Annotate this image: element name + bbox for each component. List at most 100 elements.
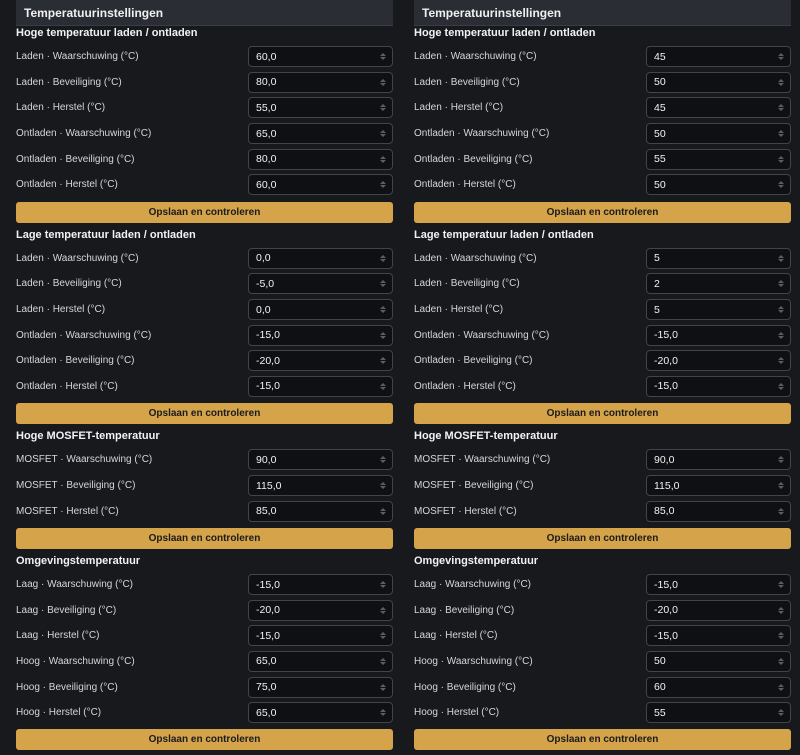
stepper-icon[interactable] xyxy=(778,482,784,490)
stepper-icon[interactable] xyxy=(778,181,784,189)
setting-number-input[interactable]: 45 xyxy=(646,97,791,119)
setting-number-input[interactable]: 85,0 xyxy=(646,500,791,522)
setting-number-input[interactable]: 5 xyxy=(646,299,791,321)
stepper-icon[interactable] xyxy=(380,306,386,314)
setting-number-input[interactable]: -15,0 xyxy=(248,625,393,647)
setting-number-input[interactable]: 90,0 xyxy=(248,449,393,471)
stepper-icon[interactable] xyxy=(778,53,784,61)
stepper-icon[interactable] xyxy=(380,482,386,490)
setting-value: -5,0 xyxy=(256,277,275,290)
setting-number-input[interactable]: 55 xyxy=(646,148,791,170)
stepper-icon[interactable] xyxy=(778,155,784,163)
setting-number-input[interactable]: 80,0 xyxy=(248,71,393,93)
stepper-icon[interactable] xyxy=(380,382,386,390)
setting-number-input[interactable]: 50 xyxy=(646,174,791,196)
setting-number-input[interactable]: 0,0 xyxy=(248,299,393,321)
stepper-icon[interactable] xyxy=(778,606,784,614)
stepper-icon[interactable] xyxy=(380,683,386,691)
stepper-icon[interactable] xyxy=(778,306,784,314)
setting-number-input[interactable]: 50 xyxy=(646,71,791,93)
setting-number-input[interactable]: 85,0 xyxy=(248,500,393,522)
stepper-icon[interactable] xyxy=(778,130,784,138)
stepper-icon[interactable] xyxy=(380,456,386,464)
setting-label: Laden · Waarschuwing (°C) xyxy=(414,51,537,63)
stepper-icon[interactable] xyxy=(380,130,386,138)
stepper-icon[interactable] xyxy=(778,357,784,365)
setting-number-input[interactable]: -5,0 xyxy=(248,273,393,295)
stepper-icon[interactable] xyxy=(380,78,386,86)
setting-number-input[interactable]: 2 xyxy=(646,273,791,295)
setting-number-input[interactable]: 45 xyxy=(646,46,791,68)
stepper-icon[interactable] xyxy=(778,78,784,86)
stepper-icon[interactable] xyxy=(380,507,386,515)
setting-row: Ontladen · Waarschuwing (°C) -15,0 xyxy=(414,322,791,348)
stepper-icon[interactable] xyxy=(778,507,784,515)
stepper-icon[interactable] xyxy=(380,581,386,589)
save-and-check-button[interactable]: Opslaan en controleren xyxy=(414,729,791,751)
stepper-icon[interactable] xyxy=(778,456,784,464)
stepper-icon[interactable] xyxy=(380,331,386,339)
stepper-icon[interactable] xyxy=(778,104,784,112)
stepper-icon[interactable] xyxy=(778,254,784,262)
save-and-check-button[interactable]: Opslaan en controleren xyxy=(414,201,791,223)
setting-number-input[interactable]: 90,0 xyxy=(646,449,791,471)
stepper-icon[interactable] xyxy=(380,709,386,717)
stepper-icon[interactable] xyxy=(778,581,784,589)
setting-number-input[interactable]: 115,0 xyxy=(248,475,393,497)
setting-number-input[interactable]: 75,0 xyxy=(248,676,393,698)
setting-number-input[interactable]: 50 xyxy=(646,650,791,672)
setting-number-input[interactable]: -15,0 xyxy=(248,324,393,346)
stepper-icon[interactable] xyxy=(778,683,784,691)
setting-number-input[interactable]: 65,0 xyxy=(248,650,393,672)
setting-number-input[interactable]: -15,0 xyxy=(646,625,791,647)
setting-number-input[interactable]: 60,0 xyxy=(248,46,393,68)
stepper-icon[interactable] xyxy=(380,357,386,365)
stepper-icon[interactable] xyxy=(380,155,386,163)
setting-label: Ontladen · Beveiliging (°C) xyxy=(16,355,135,367)
stepper-icon[interactable] xyxy=(380,53,386,61)
stepper-icon[interactable] xyxy=(380,606,386,614)
setting-number-input[interactable]: 60 xyxy=(646,676,791,698)
setting-number-input[interactable]: 115,0 xyxy=(646,475,791,497)
setting-number-input[interactable]: -20,0 xyxy=(248,599,393,621)
setting-number-input[interactable]: -15,0 xyxy=(248,574,393,596)
setting-number-input[interactable]: 0,0 xyxy=(248,247,393,269)
save-and-check-button[interactable]: Opslaan en controleren xyxy=(16,527,393,549)
setting-number-input[interactable]: 65,0 xyxy=(248,702,393,724)
setting-row: Laag · Waarschuwing (°C) -15,0 xyxy=(414,572,791,598)
setting-number-input[interactable]: -15,0 xyxy=(646,375,791,397)
save-and-check-button[interactable]: Opslaan en controleren xyxy=(16,201,393,223)
setting-number-input[interactable]: 50 xyxy=(646,123,791,145)
save-and-check-button[interactable]: Opslaan en controleren xyxy=(16,403,393,425)
stepper-icon[interactable] xyxy=(380,280,386,288)
setting-number-input[interactable]: -15,0 xyxy=(248,375,393,397)
save-and-check-button[interactable]: Opslaan en controleren xyxy=(414,527,791,549)
stepper-icon[interactable] xyxy=(778,280,784,288)
setting-number-input[interactable]: 65,0 xyxy=(248,123,393,145)
setting-number-input[interactable]: 55 xyxy=(646,702,791,724)
setting-row: Laden · Waarschuwing (°C) 45 xyxy=(414,44,791,70)
setting-number-input[interactable]: 60,0 xyxy=(248,174,393,196)
stepper-icon[interactable] xyxy=(380,254,386,262)
save-and-check-button[interactable]: Opslaan en controleren xyxy=(16,729,393,751)
setting-number-input[interactable]: 55,0 xyxy=(248,97,393,119)
setting-number-input[interactable]: -15,0 xyxy=(646,574,791,596)
setting-value: -20,0 xyxy=(256,604,280,617)
stepper-icon[interactable] xyxy=(380,632,386,640)
save-and-check-button[interactable]: Opslaan en controleren xyxy=(414,403,791,425)
stepper-icon[interactable] xyxy=(380,181,386,189)
stepper-icon[interactable] xyxy=(778,657,784,665)
setting-number-input[interactable]: -20,0 xyxy=(646,599,791,621)
setting-number-input[interactable]: 80,0 xyxy=(248,148,393,170)
stepper-icon[interactable] xyxy=(380,657,386,665)
stepper-icon[interactable] xyxy=(778,382,784,390)
stepper-icon[interactable] xyxy=(380,104,386,112)
setting-number-input[interactable]: -20,0 xyxy=(248,350,393,372)
setting-label: Laag · Waarschuwing (°C) xyxy=(16,579,134,591)
stepper-icon[interactable] xyxy=(778,632,784,640)
setting-number-input[interactable]: -15,0 xyxy=(646,324,791,346)
stepper-icon[interactable] xyxy=(778,331,784,339)
stepper-icon[interactable] xyxy=(778,709,784,717)
setting-number-input[interactable]: 5 xyxy=(646,247,791,269)
setting-number-input[interactable]: -20,0 xyxy=(646,350,791,372)
